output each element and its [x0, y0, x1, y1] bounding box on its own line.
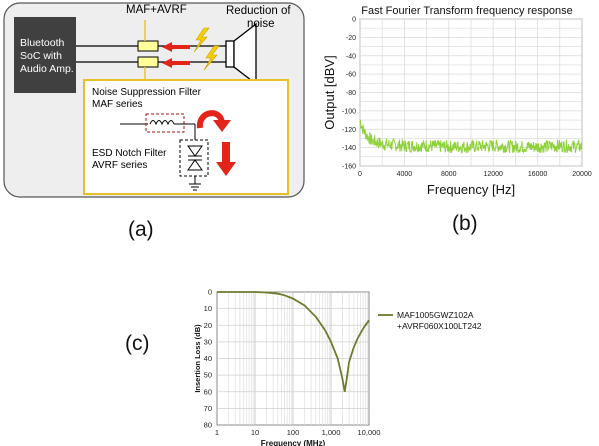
y-tick-label: -40: [346, 53, 356, 60]
esd-label: ESD Notch Filter AVRF series: [92, 148, 169, 171]
inductor-icon: [149, 120, 175, 126]
noise-label: Reduction of noise: [226, 5, 294, 30]
soc-box: [14, 17, 76, 93]
soc-label-line: Bluetooth: [20, 37, 65, 49]
soc-label-line: SoC with: [20, 50, 62, 62]
esd-label-line: AVRF series: [92, 160, 147, 171]
filter-block-top: [137, 40, 159, 52]
x-tick-label: 0: [358, 171, 362, 178]
ground-icon: [189, 183, 201, 191]
x-axis-label: Frequency [Hz]: [427, 182, 515, 197]
y-tick-label: 70: [204, 404, 212, 413]
y-tick-label: -20: [346, 35, 356, 42]
y-tick-label: -160: [342, 164, 356, 171]
noise-label-line: Reduction of: [226, 5, 291, 17]
curved-arrow-icon: [197, 110, 231, 132]
x-tick-label: 16000: [528, 171, 548, 178]
filter-detail-box: [83, 79, 289, 195]
lightning-icon: [193, 27, 210, 53]
nsf-label-line: MAF series: [92, 99, 143, 110]
x-tick-label: 100: [287, 428, 300, 437]
filter-block-bottom: [137, 56, 159, 68]
x-tick-label: 1,000: [322, 428, 341, 437]
y-tick-label: -140: [342, 145, 356, 152]
nsf-label-line: Noise Suppression Filter: [92, 87, 202, 98]
esd-label-line: ESD Notch Filter: [92, 148, 167, 159]
filter-label: MAF+AVRF: [126, 4, 187, 16]
x-tick-label: 8000: [441, 171, 457, 178]
y-tick-label: 40: [204, 354, 212, 363]
figure-label-a: (a): [128, 218, 154, 241]
noise-arrow-bottom: [162, 58, 190, 68]
y-tick-label: 20: [204, 321, 212, 330]
x-axis-label: Frequency (MHz): [261, 439, 326, 446]
insertion-loss-series-line: [217, 291, 370, 392]
y-tick-label: 0: [208, 288, 212, 297]
fft-series-line: [359, 119, 583, 154]
y-tick-label: 80: [204, 421, 212, 430]
esd-dashed-box: [179, 139, 209, 177]
soc-label-line: Audio Amp.: [20, 63, 74, 75]
x-tick-label: 4000: [397, 171, 413, 178]
x-tick-label: 10: [251, 428, 259, 437]
figure-label-b: (b): [452, 212, 478, 235]
y-axis-label: Output [dBV]: [322, 55, 337, 129]
nsf-label: Noise Suppression Filter MAF series: [92, 87, 204, 110]
noise-arrow-top: [162, 42, 190, 52]
y-tick-label: 10: [204, 304, 212, 313]
lightning-icon: [203, 45, 220, 71]
chart-title: Fast Fourier Transform frequency respons…: [361, 5, 573, 17]
y-tick-label: -60: [346, 72, 356, 79]
legend-label: +AVRF060X100LT242: [397, 321, 482, 331]
soc-label: Bluetooth SoC with Audio Amp.: [20, 37, 74, 75]
y-axis-label: Insertion Loss (dB): [193, 324, 202, 393]
y-tick-label: -80: [346, 90, 356, 97]
figure-label-c: (c): [125, 332, 150, 355]
y-tick-label: 50: [204, 371, 212, 380]
x-tick-label: 1: [215, 428, 219, 437]
inductor-dashed-box: [145, 113, 185, 133]
y-tick-label: -100: [342, 108, 356, 115]
legend-label: MAF1005GWZ102A: [397, 310, 474, 320]
x-tick-label: 10,000: [358, 428, 381, 437]
x-tick-label: 20000: [572, 171, 592, 178]
tvs-diode-icon: [187, 145, 203, 171]
panel-c-chart: 1 10 100 1,000 10,000 0 10 20 30 40 50 60 70 80 Freque…: [193, 288, 482, 446]
x-tick-label: 12000: [483, 171, 503, 178]
y-tick-label: 0: [352, 17, 356, 24]
y-tick-label: 30: [204, 337, 212, 346]
y-tick-label: 60: [204, 387, 212, 396]
noise-label-line: noise: [247, 18, 275, 30]
y-tick-label: -120: [342, 127, 356, 134]
down-arrow-icon: [216, 142, 236, 176]
panel-b-chart: Fast Fourier Transform frequency respons…: [322, 5, 592, 197]
panel-a-diagram: Bluetooth SoC with Audio Amp. MAF+AVRF R…: [3, 2, 305, 198]
